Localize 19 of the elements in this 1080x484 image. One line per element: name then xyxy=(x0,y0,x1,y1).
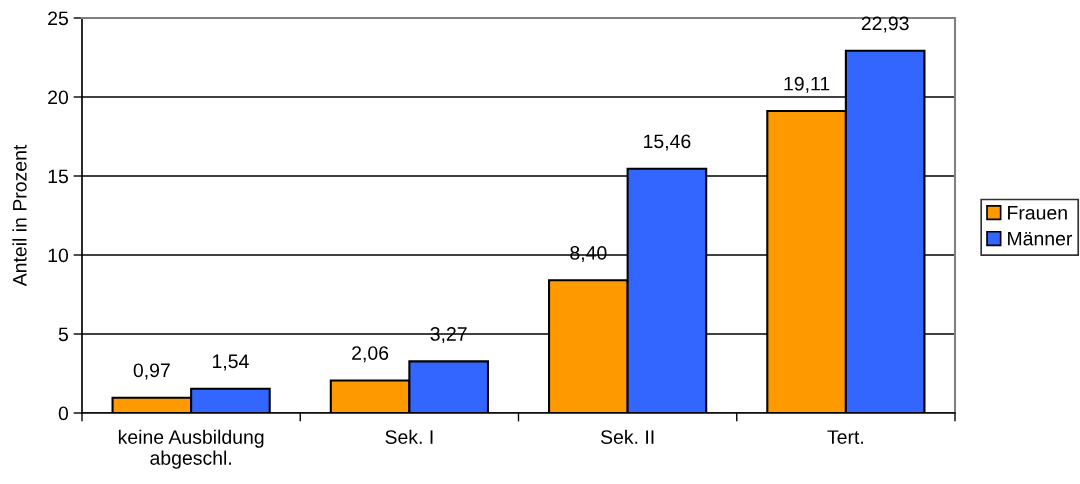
data-label: 19,11 xyxy=(784,76,830,93)
data-label: 15,46 xyxy=(644,134,691,151)
y-tick-label: 20 xyxy=(48,90,69,105)
y-axis-title: Anteil in Prozent xyxy=(12,144,27,287)
y-tick-label: 10 xyxy=(48,248,69,263)
x-tick-label: Tert. xyxy=(827,430,864,444)
legend-label: Männer xyxy=(1008,231,1073,246)
y-tick-label: 0 xyxy=(58,406,69,421)
x-tick-label: Sek. I xyxy=(385,429,433,444)
data-label: 22,93 xyxy=(861,16,909,33)
y-tick-label: 5 xyxy=(58,327,68,342)
y-tick-label: 25 xyxy=(48,11,68,26)
x-tick-label: keine Ausbildung abgeschl. xyxy=(118,429,264,469)
data-label: 0,97 xyxy=(133,363,170,380)
legend-label: Frauen xyxy=(1008,206,1067,220)
y-tick-label: 15 xyxy=(48,169,68,184)
data-label: 2,06 xyxy=(352,346,389,363)
data-label: 1,54 xyxy=(212,354,249,371)
x-tick-label: Sek. II xyxy=(600,429,654,444)
